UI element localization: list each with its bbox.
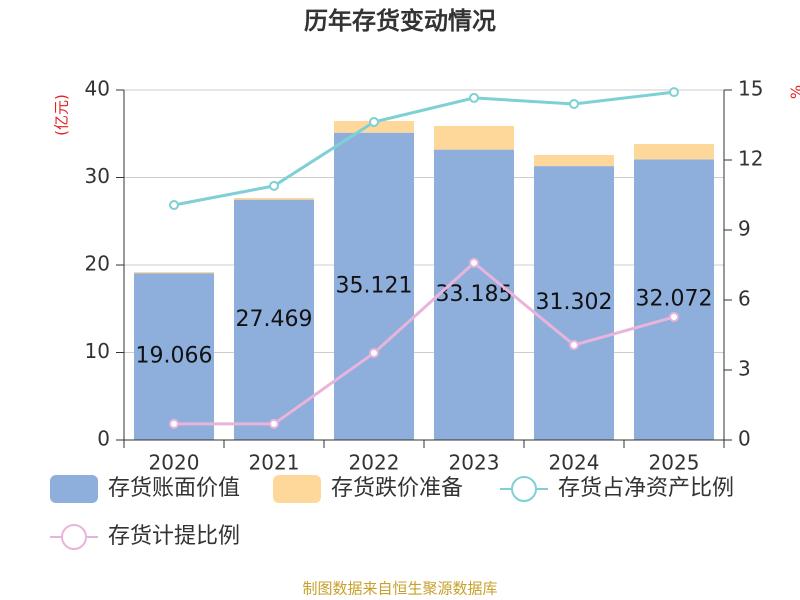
line bbox=[173, 90, 675, 207]
bar bbox=[634, 159, 714, 440]
line-marker bbox=[269, 418, 279, 429]
bar bbox=[134, 273, 214, 440]
line-marker bbox=[169, 418, 179, 429]
line-marker bbox=[669, 312, 679, 323]
bar bbox=[234, 197, 314, 200]
bar bbox=[634, 143, 714, 160]
y-tick-label: 10 bbox=[85, 339, 110, 363]
line-marker bbox=[369, 116, 379, 127]
y-tick-label: 0 bbox=[97, 427, 110, 451]
line bbox=[174, 260, 675, 426]
legend-swatch bbox=[61, 524, 87, 550]
line-marker bbox=[469, 92, 479, 103]
legend-label: 存货占净资产比例 bbox=[558, 476, 734, 501]
y2-axis-label: % bbox=[788, 85, 800, 99]
x-tick-label: 2021 bbox=[249, 451, 300, 475]
y2-tick-label: 15 bbox=[738, 77, 763, 101]
legend-swatch bbox=[273, 475, 321, 503]
x-tick-label: 2025 bbox=[649, 451, 700, 475]
legend-label: 存货跌价准备 bbox=[331, 476, 463, 501]
line-marker bbox=[569, 340, 579, 351]
y2-tick-label: 0 bbox=[738, 427, 751, 451]
source-note: 制图数据来自恒生聚源数据库 bbox=[302, 580, 497, 598]
y-axis-label: (亿元) bbox=[53, 94, 71, 136]
data-label: 27.469 bbox=[236, 307, 313, 332]
data-label: 19.066 bbox=[136, 344, 213, 369]
line-marker bbox=[169, 200, 179, 211]
y2-tick-label: 3 bbox=[738, 357, 751, 381]
bar bbox=[434, 149, 514, 440]
y2-tick-label: 12 bbox=[738, 147, 763, 171]
data-label: 31.302 bbox=[536, 290, 613, 315]
bar bbox=[434, 126, 514, 150]
bar bbox=[134, 272, 214, 274]
legend-swatch bbox=[511, 476, 537, 502]
legend-label: 存货计提比例 bbox=[108, 524, 240, 549]
y-tick-label: 20 bbox=[85, 252, 110, 276]
data-label: 32.072 bbox=[636, 287, 713, 312]
x-tick-label: 2022 bbox=[349, 451, 400, 475]
legend-swatch bbox=[50, 475, 98, 503]
x-tick-label: 2024 bbox=[549, 451, 600, 475]
bar bbox=[534, 154, 614, 167]
bar bbox=[234, 199, 314, 440]
line-marker bbox=[669, 87, 679, 98]
x-tick-label: 2023 bbox=[449, 451, 500, 475]
line-marker bbox=[569, 99, 579, 109]
y2-tick-label: 9 bbox=[738, 217, 751, 241]
y-tick-label: 40 bbox=[85, 77, 110, 101]
line-marker bbox=[369, 347, 379, 358]
data-label: 35.121 bbox=[336, 273, 413, 298]
legend-label: 存货账面价值 bbox=[108, 476, 240, 501]
chart-title: 历年存货变动情况 bbox=[304, 7, 496, 35]
bar bbox=[534, 166, 614, 441]
x-tick-label: 2020 bbox=[149, 451, 200, 475]
y-tick-label: 30 bbox=[85, 164, 110, 188]
bar bbox=[334, 132, 414, 440]
line-marker bbox=[269, 180, 279, 191]
line-marker bbox=[469, 257, 479, 268]
y2-tick-label: 6 bbox=[738, 287, 751, 311]
